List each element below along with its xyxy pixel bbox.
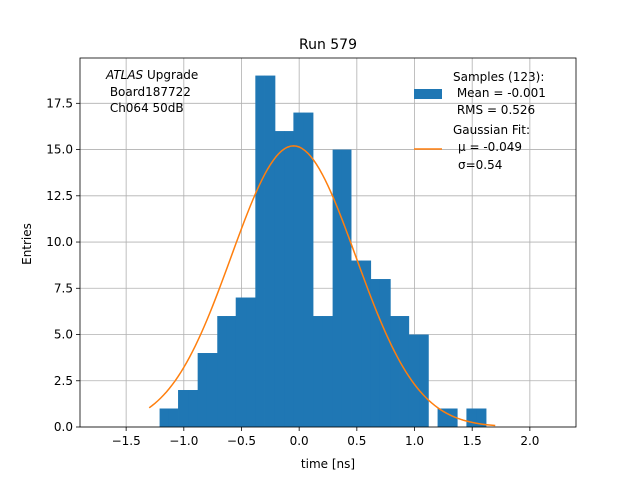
chart-title: Run 579	[299, 37, 357, 53]
legend-fit-line-1: Gaussian Fit:	[453, 123, 530, 137]
histogram-bar	[303, 112, 314, 428]
histogram-bar	[178, 390, 189, 427]
histogram-bar	[226, 316, 237, 427]
y-axis-label: Entries	[20, 223, 34, 265]
atlas-annotation: ATLAS Upgrade Board187722 Ch064 50dB	[105, 68, 198, 115]
histogram-bar	[168, 408, 179, 427]
legend-fit-line-3: σ=0.54	[458, 158, 502, 172]
histogram-bar	[197, 353, 208, 427]
gaussian-fit	[148, 145, 496, 427]
histogram-bar	[447, 408, 458, 427]
legend-fit-line-2: μ = -0.049	[458, 140, 522, 154]
y-tick-label: 17.5	[46, 96, 73, 110]
y-tick-label: 10.0	[46, 235, 73, 249]
histogram-bar	[217, 316, 227, 427]
histogram-bar	[437, 408, 449, 427]
annotation-italic: ATLAS	[105, 68, 144, 82]
histogram-bar	[399, 316, 410, 427]
annotation-line-3: Ch064 50dB	[106, 101, 184, 115]
histogram-bar	[293, 112, 305, 428]
histogram-bar	[408, 334, 420, 427]
histogram-bar	[274, 131, 285, 427]
histogram-bar	[419, 334, 429, 427]
x-tick-label: 2.0	[520, 434, 539, 448]
x-axis-label: time [ns]	[301, 457, 355, 471]
annotation-line-1: ATLAS Upgrade	[105, 68, 198, 82]
histogram-bar	[159, 408, 170, 427]
x-tick-label: 0.0	[290, 434, 309, 448]
legend-samples-swatch	[414, 89, 442, 99]
histogram-bar	[351, 260, 362, 427]
histogram-bar	[255, 75, 265, 428]
histogram-bar	[341, 149, 352, 427]
axes-frame	[79, 57, 577, 428]
y-tick-label: 12.5	[46, 189, 73, 203]
histogram-bar	[476, 408, 487, 427]
legend: Samples (123): Mean = -0.001 RMS = 0.526…	[414, 70, 546, 172]
y-tick-label: 0.0	[54, 420, 73, 434]
annotation-line-2: Board187722	[106, 85, 191, 99]
histogram-bar	[313, 316, 323, 427]
histogram-bar	[246, 297, 256, 427]
y-tick-label: 15.0	[46, 143, 73, 157]
x-tick-label: −1.5	[112, 434, 141, 448]
gaussian-fit-curve	[148, 145, 496, 427]
x-tick-label: 1.0	[405, 434, 424, 448]
x-tick-label: 1.5	[463, 434, 482, 448]
histogram-bar	[379, 279, 391, 427]
y-tick-label: 5.0	[54, 328, 73, 342]
x-tick-label: −1.0	[169, 434, 198, 448]
y-axis-ticks: 0.0 2.5 5.0 7.5 10.0 12.5 15.0 17.5	[46, 96, 80, 434]
histogram-bar	[390, 316, 400, 427]
y-tick-label: 7.5	[54, 281, 73, 295]
annotation-suffix: Upgrade	[143, 68, 198, 82]
histogram-bar	[332, 149, 343, 427]
histogram-bar	[322, 316, 334, 427]
histogram-bar	[284, 131, 294, 427]
histogram-bar	[235, 297, 247, 427]
legend-samples-line-2: Mean = -0.001	[453, 86, 546, 100]
histogram-bar	[206, 353, 218, 427]
histogram-bars	[159, 75, 487, 428]
x-tick-label: 0.5	[347, 434, 366, 448]
histogram-bar	[188, 390, 199, 427]
legend-samples-line-3: RMS = 0.526	[453, 103, 535, 117]
histogram-bar	[361, 260, 372, 427]
histogram-bar	[466, 408, 478, 427]
y-tick-label: 2.5	[54, 374, 73, 388]
x-axis-ticks: −1.5 −1.0 −0.5 0.0 0.5 1.0 1.5 2.0	[112, 427, 539, 448]
legend-samples-line-1: Samples (123):	[453, 70, 544, 84]
histogram-bar	[264, 75, 276, 428]
x-tick-label: −0.5	[227, 434, 256, 448]
histogram-bar	[370, 279, 381, 427]
